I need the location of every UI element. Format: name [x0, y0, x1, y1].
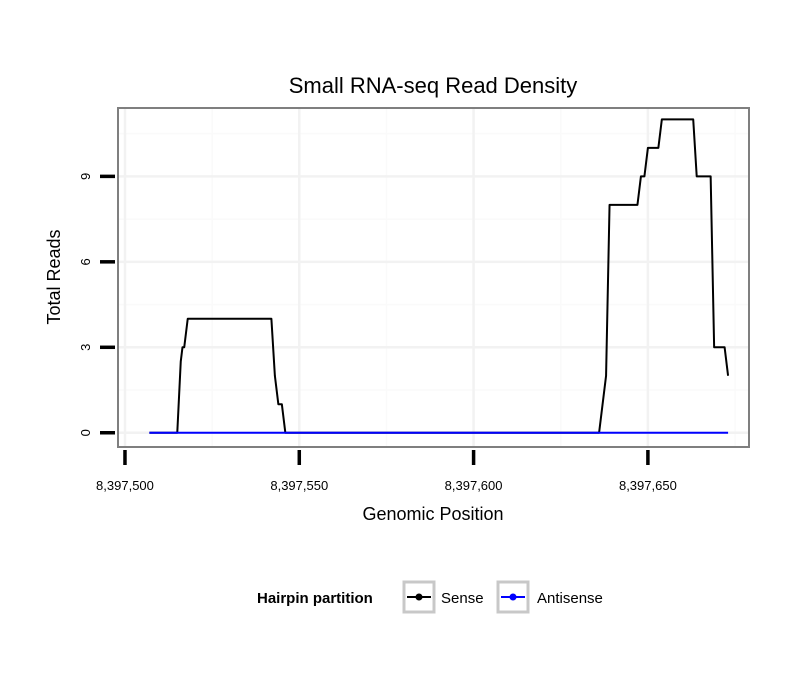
series-line-sense	[149, 118, 730, 434]
chart-title: Small RNA-seq Read Density	[289, 73, 578, 98]
y-axis: 0 3 6 9	[78, 173, 115, 436]
x-tick-label: 8,397,500	[96, 478, 154, 493]
legend-label-antisense: Antisense	[537, 590, 603, 607]
legend-point-antisense	[509, 593, 517, 601]
grid-minor	[118, 108, 749, 447]
x-tick-label: 8,397,550	[270, 478, 328, 493]
y-axis-title: Total Reads	[44, 229, 64, 324]
legend-label-sense: Sense	[441, 590, 484, 607]
x-axis-title: Genomic Position	[362, 504, 503, 524]
legend: Hairpin partition Sense Antisense	[257, 580, 603, 614]
y-tick-label: 3	[78, 344, 93, 351]
y-tick-label: 9	[78, 173, 93, 180]
x-tick-label: 8,397,650	[619, 478, 677, 493]
series-layer	[149, 118, 730, 434]
legend-item-sense: Sense	[402, 580, 484, 614]
legend-title: Hairpin partition	[257, 590, 373, 607]
x-axis: 8,397,500 8,397,550 8,397,600 8,397,650	[96, 450, 677, 493]
legend-item-antisense: Antisense	[496, 580, 603, 614]
y-tick-label: 0	[78, 429, 93, 436]
panel-border	[117, 107, 750, 448]
x-tick-label: 8,397,600	[445, 478, 503, 493]
y-tick-label: 6	[78, 258, 93, 265]
legend-point-sense	[415, 593, 423, 601]
plot-panel	[117, 107, 750, 448]
grid-major	[118, 108, 749, 447]
